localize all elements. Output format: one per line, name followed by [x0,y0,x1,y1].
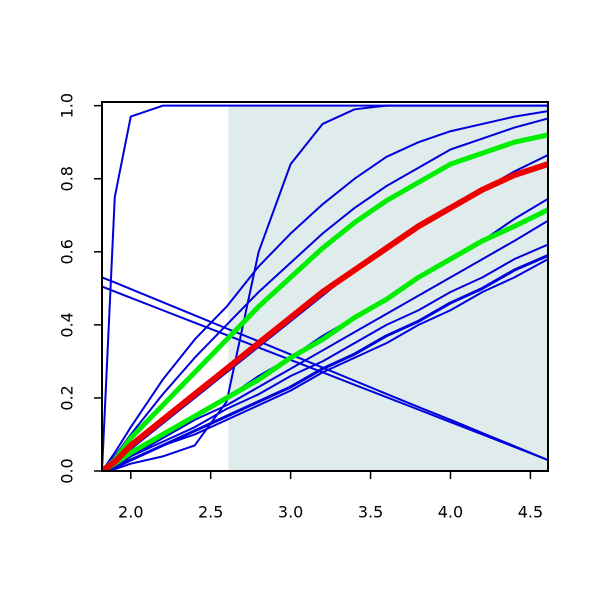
x-tick-label: 4.5 [518,503,543,522]
y-tick-label: 0.6 [58,239,77,264]
series-line [102,207,548,471]
plot-frame [101,101,549,472]
x-tick-label: 2.5 [198,503,223,522]
series-line [102,110,548,471]
x-tick-label: 4.0 [438,503,463,522]
y-tick-label: 0.2 [58,385,77,410]
y-tick-label: 0.4 [58,312,77,337]
series-line [102,219,548,471]
series-line [102,161,548,471]
series-line [102,104,548,471]
series-line [102,117,548,471]
y-tick-label: 0.8 [58,166,77,191]
plot-area [102,104,548,471]
x-tick-label: 2.0 [118,503,143,522]
y-tick-label: 1.0 [58,93,77,118]
series-line [102,132,548,471]
series-line [102,276,548,461]
series-line [102,258,548,471]
x-tick-label: 3.5 [358,503,383,522]
y-tick-label: 0.0 [58,458,77,483]
series-line [102,243,548,471]
x-tick-label: 3.0 [278,503,303,522]
series-line [102,285,548,461]
